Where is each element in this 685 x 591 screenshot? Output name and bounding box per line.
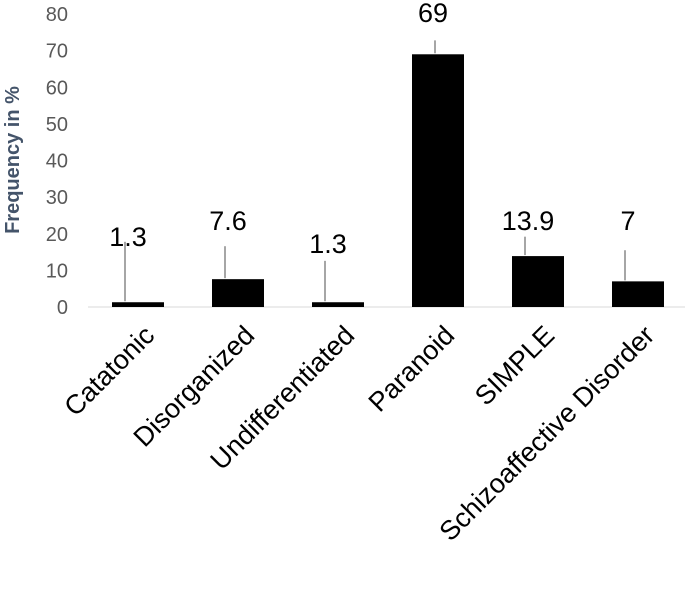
y-tick-label: 60 — [46, 77, 68, 99]
bar — [212, 279, 264, 307]
x-tick-label: SIMPLE — [469, 320, 560, 411]
data-label: 1.3 — [109, 222, 147, 252]
bar — [112, 302, 164, 307]
data-label: 13.9 — [502, 206, 555, 236]
y-axis: 0 10 20 30 40 50 60 70 80 — [46, 4, 68, 319]
data-label: 7 — [620, 206, 635, 236]
x-tick-label: Paranoid — [363, 320, 461, 418]
y-tick-label: 0 — [57, 297, 68, 319]
leader-lines — [124, 40, 626, 302]
y-axis-label: Frequency in % — [2, 86, 24, 234]
y-tick-label: 30 — [46, 187, 68, 209]
y-tick-label: 50 — [46, 114, 68, 136]
y-tick-label: 40 — [46, 151, 68, 173]
y-tick-label: 20 — [46, 224, 68, 246]
y-tick-label: 70 — [46, 41, 68, 63]
data-label: 1.3 — [309, 229, 347, 259]
bar — [512, 256, 564, 307]
data-label: 7.6 — [209, 206, 247, 236]
bar — [312, 302, 364, 307]
bars — [112, 54, 664, 307]
x-tick-label: Catatonic — [58, 320, 160, 422]
bar — [412, 54, 464, 307]
data-label: 69 — [418, 0, 448, 28]
bar — [612, 281, 664, 307]
y-tick-label: 10 — [46, 260, 68, 282]
data-labels: 1.3 7.6 1.3 69 13.9 7 — [109, 0, 635, 259]
y-tick-label: 80 — [46, 4, 68, 26]
